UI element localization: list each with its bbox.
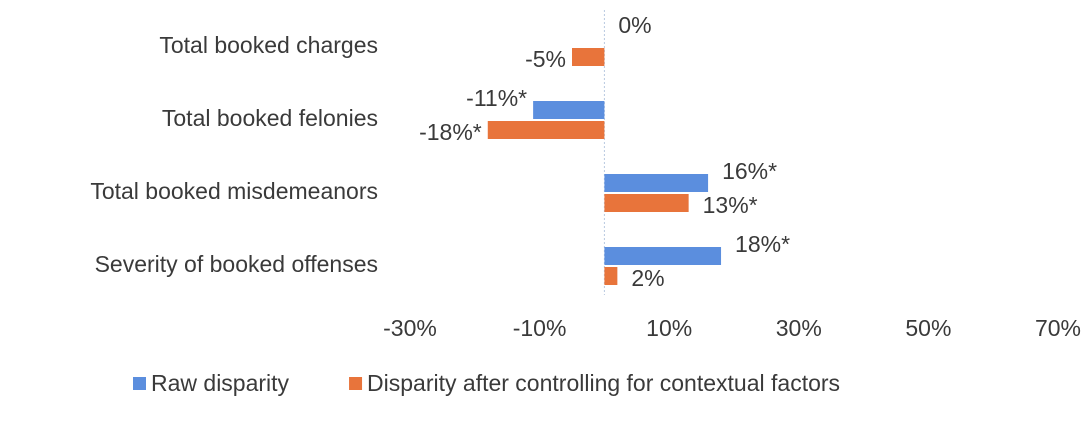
x-tick-label: 70% [1035, 315, 1081, 341]
value-label: -18%* [419, 119, 482, 145]
bar [572, 48, 605, 66]
value-label: 18%* [735, 231, 790, 257]
x-tick-label: -10% [513, 315, 567, 341]
bar [604, 194, 689, 212]
legend-label: Disparity after controlling for contextu… [367, 370, 840, 396]
legend-swatch [349, 377, 363, 390]
y-tick-label: Total booked misdemeanors [90, 178, 378, 204]
value-label: -5% [525, 46, 566, 72]
x-tick-label: 50% [905, 315, 951, 341]
x-tick-label: 10% [646, 315, 692, 341]
bar [487, 121, 605, 139]
bar [604, 247, 722, 265]
y-tick-label: Total booked charges [159, 32, 378, 58]
legend-swatch [133, 377, 146, 390]
bar [604, 267, 618, 285]
bar [604, 174, 709, 192]
x-tick-label: 30% [776, 315, 822, 341]
legend-label: Raw disparity [151, 370, 290, 396]
value-label: 16%* [722, 158, 777, 184]
value-label: -11%* [466, 85, 527, 111]
value-label: 0% [618, 12, 651, 38]
value-label: 2% [631, 265, 664, 291]
bar [533, 101, 605, 119]
y-tick-label: Total booked felonies [162, 105, 378, 131]
x-tick-label: -30% [383, 315, 437, 341]
y-tick-label: Severity of booked offenses [95, 251, 378, 277]
value-label: 13%* [703, 192, 758, 218]
